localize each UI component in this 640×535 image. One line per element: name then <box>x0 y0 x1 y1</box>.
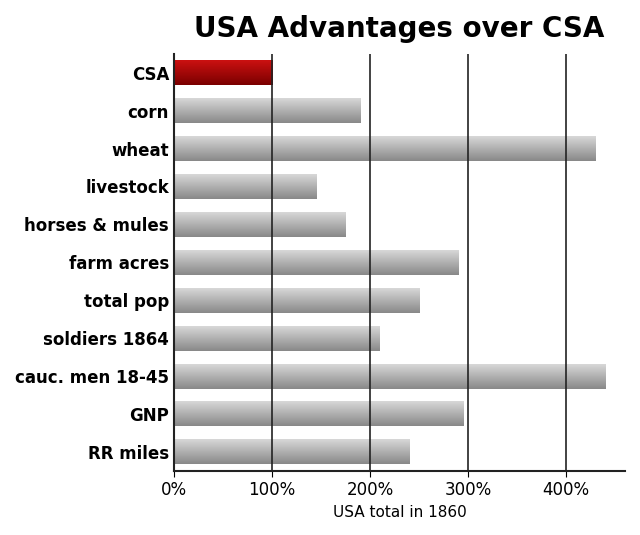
Title: USA Advantages over CSA: USA Advantages over CSA <box>195 15 605 43</box>
X-axis label: USA total in 1860: USA total in 1860 <box>333 505 467 520</box>
